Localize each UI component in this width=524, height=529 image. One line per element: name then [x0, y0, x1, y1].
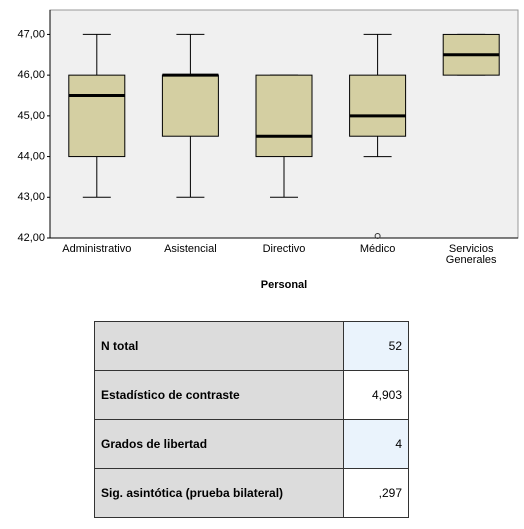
x-tick-label: Directivo [262, 243, 306, 255]
table-row: Estadístico de contraste 4,903 [94, 370, 409, 420]
box [68, 74, 126, 158]
stats-table: N total 52 Estadístico de contraste 4,903 Gr… [94, 321, 409, 518]
outlier [374, 233, 381, 239]
x-tick-label: Asistencial [164, 243, 217, 255]
row-header: Grados de libertad [94, 419, 344, 469]
x-tick-label: Servicios Generales [445, 243, 497, 266]
box [255, 74, 313, 158]
table-row: Sig. asintótica (prueba bilateral) ,297 [94, 468, 409, 518]
y-tick-label: 45,00 [17, 110, 45, 122]
y-tick-label: 43,00 [17, 191, 45, 203]
row-header: Estadístico de contraste [94, 370, 344, 420]
table-row: Grados de libertad 4 [94, 419, 409, 469]
cell-value: 4,903 [343, 370, 409, 420]
y-tick-label: 46,00 [17, 69, 45, 81]
y-tick-label: 42,00 [17, 232, 45, 244]
x-tick-label: Administrativo [62, 243, 132, 255]
x-axis-title: Personal [260, 279, 308, 291]
row-header: Sig. asintótica (prueba bilateral) [94, 468, 344, 518]
x-tick-label: Médico [359, 243, 396, 255]
table-row: N total 52 [94, 321, 409, 371]
y-tick-label: 44,00 [17, 150, 45, 162]
chart: 42,00 43,00 44,00 45,00 46,00 47,00 [17, 9, 519, 244]
box [161, 74, 219, 137]
cell-value: ,297 [343, 468, 409, 518]
y-tick-label: 47,00 [17, 28, 45, 40]
box [349, 74, 407, 137]
cell-value: 52 [343, 321, 409, 371]
cell-value: 4 [343, 419, 409, 469]
row-header: N total [94, 321, 344, 371]
